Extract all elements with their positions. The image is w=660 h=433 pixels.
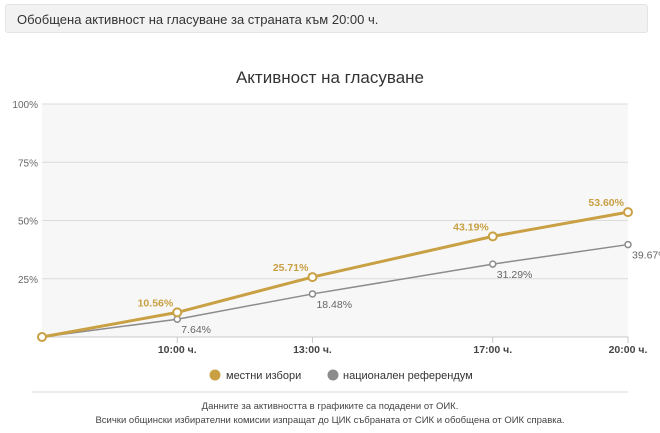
summary-text: Обобщена активност на гласуване за стран… xyxy=(17,12,379,27)
x-tick-label: 10:00 ч. xyxy=(158,344,197,356)
data-point xyxy=(307,272,318,283)
data-label: 18.48% xyxy=(316,299,352,311)
legend-marker xyxy=(327,369,339,381)
data-label: 43.19% xyxy=(453,221,489,233)
y-tick-label: 100% xyxy=(12,100,38,111)
summary-banner: Обобщена активност на гласуване за стран… xyxy=(5,4,648,33)
x-tick-label: 13:00 ч. xyxy=(293,344,332,356)
data-label: 31.29% xyxy=(497,269,533,281)
legend-label: национален референдум xyxy=(343,370,473,382)
y-tick-label: 75% xyxy=(18,158,38,169)
data-label: 10.56% xyxy=(138,297,174,309)
data-point xyxy=(37,332,47,342)
data-point xyxy=(489,260,497,268)
y-tick-label: 25% xyxy=(18,275,38,286)
data-point xyxy=(308,290,317,298)
y-tick-label: 50% xyxy=(18,217,38,228)
footnote-line-1: Данните за активността в графиките са по… xyxy=(201,401,459,412)
x-tick-label: 20:00 ч. xyxy=(609,344,648,356)
data-label: 39.67% xyxy=(632,250,660,262)
data-label: 7.64% xyxy=(181,324,211,336)
data-point xyxy=(624,240,632,249)
x-tick-label: 17:00 ч. xyxy=(473,344,512,356)
footnote-line-2: Всички общински избирателни комисии изпр… xyxy=(95,415,565,426)
legend-marker xyxy=(209,369,221,381)
data-label: 25.71% xyxy=(273,262,309,274)
chart-title: Активност на гласуване xyxy=(235,68,425,87)
data-label: 53.60% xyxy=(588,197,624,209)
legend-label: местни избори xyxy=(226,370,301,382)
data-point xyxy=(487,231,498,242)
data-point xyxy=(172,307,183,318)
data-point xyxy=(623,207,633,218)
